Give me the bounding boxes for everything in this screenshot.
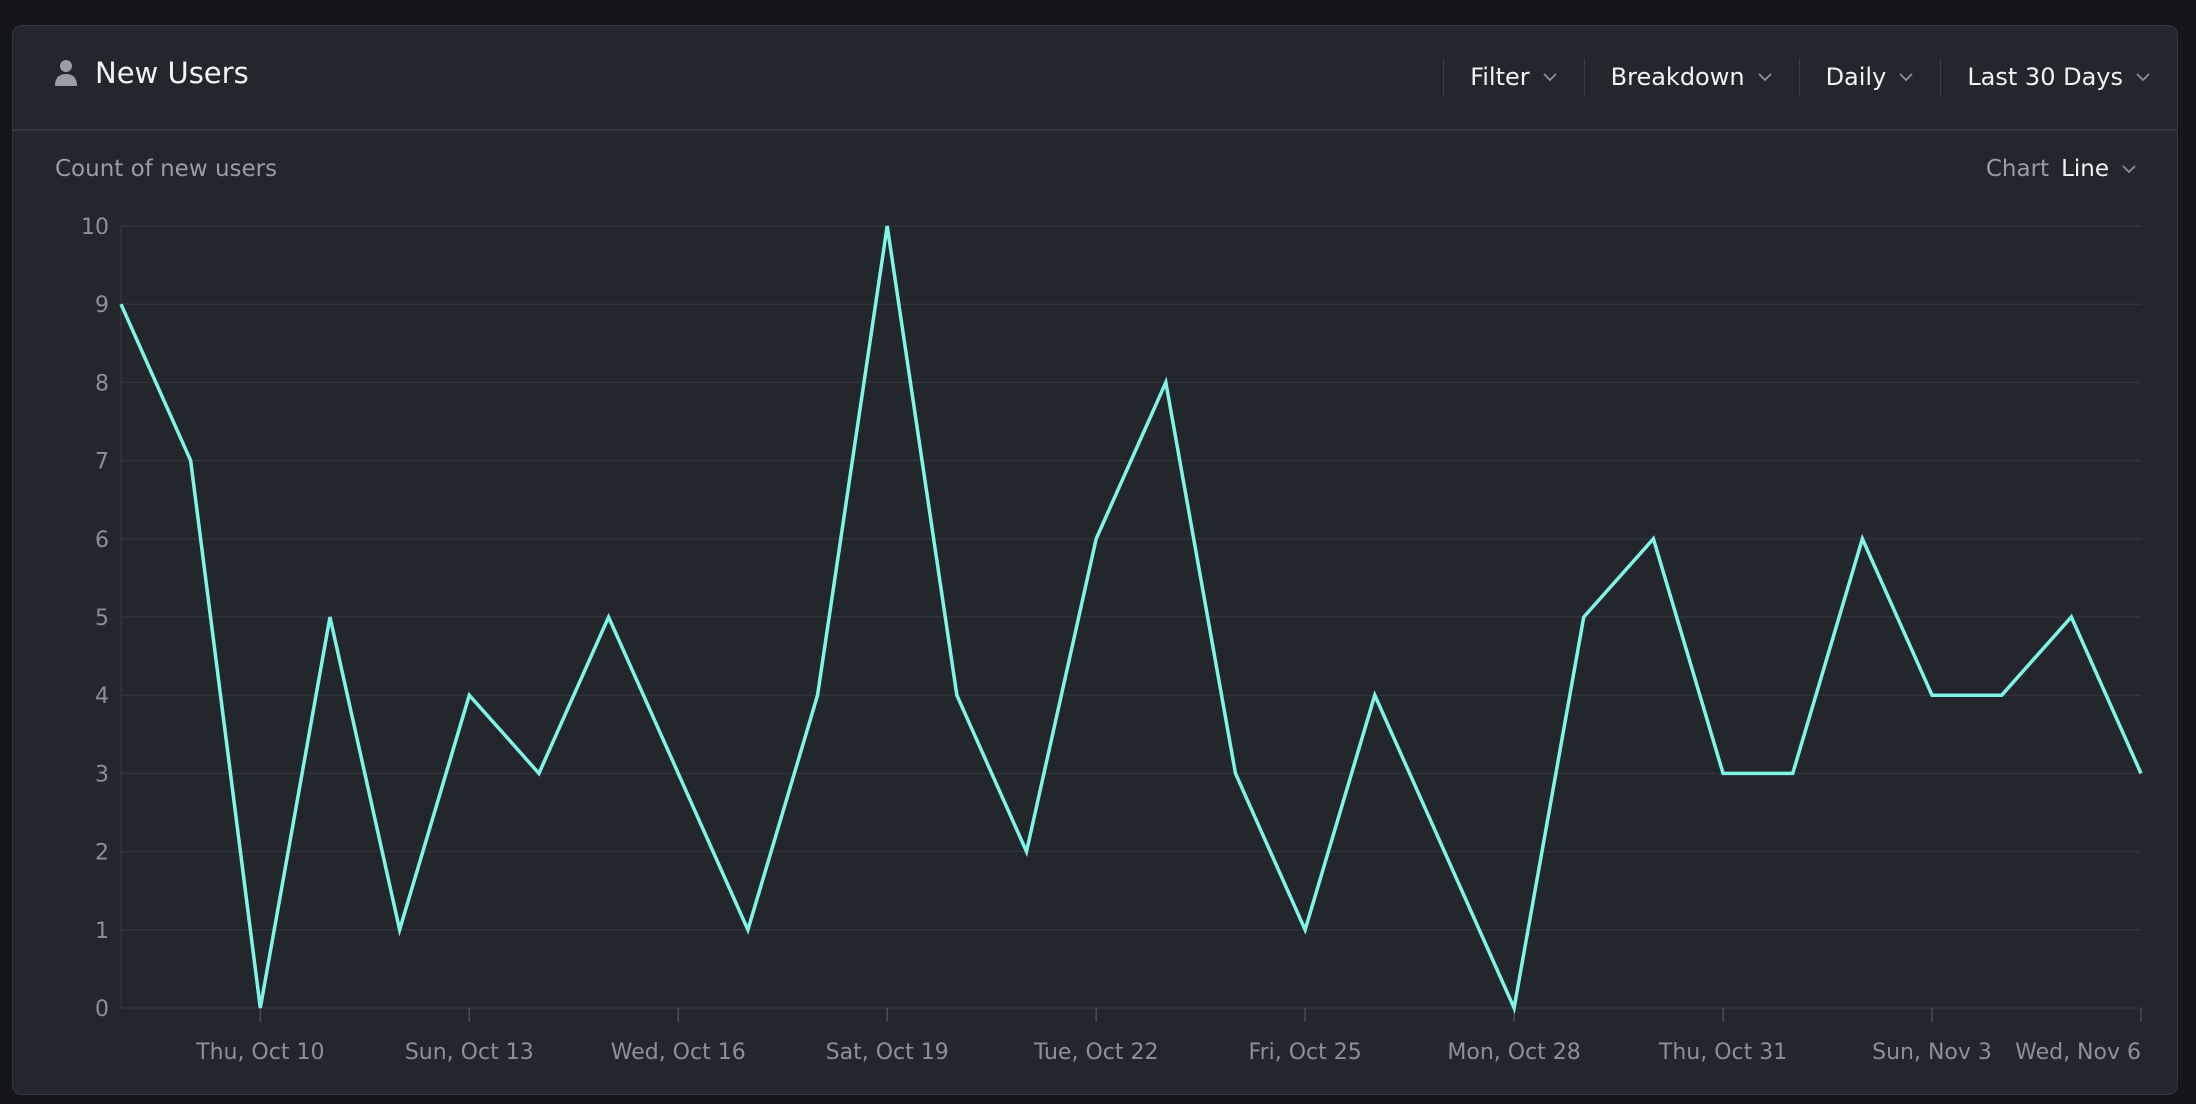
data-point[interactable] [1508, 1002, 1520, 1014]
x-tick-label: Tue, Oct 22 [1033, 1040, 1159, 1065]
interval-label: Daily [1825, 63, 1887, 91]
data-point[interactable] [394, 924, 406, 936]
date-range-dropdown[interactable]: Last 30 Days [1940, 58, 2151, 96]
data-point[interactable] [603, 611, 615, 623]
new-users-card: New Users Filter Breakdown Daily Last 30… [12, 25, 2178, 1095]
data-point[interactable] [1787, 767, 1799, 779]
chart-type-dropdown[interactable]: Chart Line [1986, 156, 2137, 182]
y-tick-label: 2 [95, 841, 109, 866]
filter-label: Filter [1470, 63, 1530, 91]
breakdown-label: Breakdown [1610, 63, 1745, 91]
data-point[interactable] [742, 924, 754, 936]
data-point[interactable] [881, 220, 893, 232]
data-point[interactable] [533, 767, 545, 779]
data-point[interactable] [1996, 689, 2008, 701]
x-tick-label: Sun, Nov 3 [1872, 1040, 1992, 1065]
header-controls: Filter Breakdown Daily Last 30 Days [1443, 58, 2151, 96]
data-point[interactable] [1160, 376, 1172, 388]
data-point[interactable] [2135, 767, 2147, 779]
y-tick-label: 0 [95, 997, 109, 1022]
data-point[interactable] [324, 611, 336, 623]
data-point[interactable] [1856, 533, 1868, 545]
data-point[interactable] [1369, 689, 1381, 701]
data-point[interactable] [1299, 924, 1311, 936]
chevron-down-icon [1543, 73, 1557, 82]
data-point[interactable] [1926, 689, 1938, 701]
card-title-text: New Users [95, 56, 249, 90]
card-header: New Users Filter Breakdown Daily Last 30… [13, 26, 2177, 131]
x-tick-label: Sun, Oct 13 [405, 1040, 534, 1065]
data-point[interactable] [1229, 767, 1241, 779]
line-chart[interactable]: 0 1 2 3 4 5 6 7 8 9 10 Thu, Oct 10 Sun, Oct 13 Wed, O… [13, 26, 2179, 1096]
y-tick-label: 8 [95, 371, 109, 396]
data-point[interactable] [1717, 767, 1729, 779]
filter-dropdown[interactable]: Filter [1443, 58, 1583, 96]
data-point[interactable] [2065, 611, 2077, 623]
chart-type-value: Line [2061, 156, 2109, 182]
interval-dropdown[interactable]: Daily [1798, 58, 1941, 96]
data-point[interactable] [951, 689, 963, 701]
data-point[interactable] [254, 1002, 266, 1014]
y-tick-label: 9 [95, 293, 109, 318]
x-tick-label: Mon, Oct 28 [1447, 1040, 1580, 1065]
x-tick-label: Sat, Oct 19 [826, 1040, 949, 1065]
data-point[interactable] [1090, 533, 1102, 545]
y-tick-label: 6 [95, 528, 109, 553]
x-tick-label: Thu, Oct 31 [1658, 1040, 1787, 1065]
x-tick-label: Fri, Oct 25 [1249, 1040, 1362, 1065]
x-tick-label: Wed, Nov 6 [2015, 1040, 2141, 1065]
y-tick-label: 3 [95, 762, 109, 787]
y-tick-label: 10 [81, 215, 109, 240]
y-tick-label: 1 [95, 919, 109, 944]
data-point[interactable] [1578, 611, 1590, 623]
breakdown-dropdown[interactable]: Breakdown [1583, 58, 1799, 96]
y-tick-label: 4 [95, 684, 109, 709]
user-icon [55, 60, 77, 86]
chevron-down-icon [2136, 73, 2150, 82]
chevron-down-icon [1899, 73, 1913, 82]
data-point[interactable] [115, 298, 127, 310]
data-point[interactable] [185, 455, 197, 467]
chevron-down-icon [1757, 73, 1772, 82]
chart-type-label: Chart [1985, 156, 2050, 182]
card-title: New Users [55, 56, 249, 90]
chevron-down-icon [2122, 165, 2136, 174]
data-point[interactable] [1647, 533, 1659, 545]
x-tick-label: Wed, Oct 16 [611, 1040, 746, 1065]
series-line [119, 225, 2143, 1014]
data-point[interactable] [1021, 846, 1033, 858]
y-tick-label: 7 [95, 450, 109, 475]
data-point[interactable] [1438, 846, 1450, 858]
data-point[interactable] [463, 689, 475, 701]
data-point[interactable] [812, 689, 824, 701]
data-point[interactable] [672, 767, 684, 779]
x-tick-label: Thu, Oct 10 [195, 1040, 324, 1065]
y-tick-label: 5 [95, 606, 109, 631]
date-range-label: Last 30 Days [1967, 63, 2123, 91]
chart-title: Count of new users [55, 156, 278, 182]
